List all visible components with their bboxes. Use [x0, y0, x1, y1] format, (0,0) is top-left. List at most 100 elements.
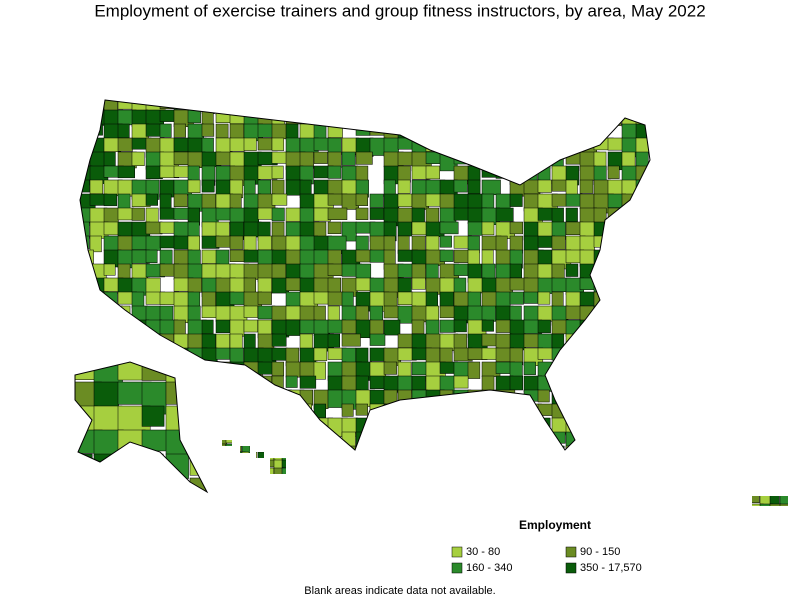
area: [282, 476, 289, 487]
area: [635, 179, 650, 192]
area: [225, 459, 234, 469]
area: [369, 193, 384, 208]
area: [355, 100, 371, 111]
area: [453, 207, 469, 221]
area: [551, 137, 567, 152]
area: [649, 403, 650, 422]
area: [411, 445, 429, 450]
area: [635, 277, 650, 298]
area: [752, 503, 764, 506]
area: [579, 100, 600, 114]
area: [341, 100, 360, 113]
area: [327, 333, 340, 348]
area: [234, 476, 245, 485]
area: [229, 403, 249, 419]
area: [341, 151, 356, 166]
area: [285, 361, 302, 378]
area: [117, 347, 131, 361]
area: [243, 431, 262, 445]
area: [299, 403, 312, 416]
area: [453, 151, 468, 165]
area: [495, 291, 511, 309]
area: [509, 100, 526, 108]
legend-label: 90 - 150: [580, 546, 620, 558]
area: [299, 445, 312, 450]
area: [481, 403, 500, 424]
area: [607, 347, 626, 361]
area: [495, 193, 511, 210]
area: [222, 440, 228, 445]
area: [327, 445, 341, 450]
area: [201, 100, 215, 114]
area: [467, 291, 482, 309]
area: [383, 235, 396, 252]
legend-label: 350 - 17,570: [580, 562, 642, 574]
area: [621, 417, 635, 432]
area: [89, 100, 103, 115]
area: [201, 431, 217, 447]
area: [425, 207, 440, 223]
area: [649, 179, 650, 194]
area: [369, 277, 386, 293]
area: [165, 381, 198, 405]
area: [607, 333, 622, 350]
area: [481, 151, 502, 172]
area: [201, 291, 216, 308]
area: [299, 319, 316, 334]
area: [411, 263, 426, 279]
area: [607, 431, 626, 450]
area: [327, 207, 348, 220]
area: [551, 319, 569, 335]
area: [481, 389, 497, 410]
area: [313, 347, 328, 361]
area: [635, 221, 648, 237]
area: [523, 123, 536, 142]
area: [80, 291, 93, 310]
area: [439, 109, 460, 127]
area: [565, 109, 578, 125]
map-regions: [75, 100, 788, 506]
area: [271, 207, 285, 222]
area: [523, 137, 541, 154]
area: [537, 151, 551, 169]
area: [551, 361, 571, 376]
area: [271, 375, 284, 395]
area: [117, 305, 131, 321]
area: [481, 305, 496, 322]
area: [621, 333, 640, 349]
area: [165, 429, 191, 455]
area: [621, 361, 639, 379]
area: [271, 417, 292, 430]
area: [537, 109, 554, 129]
area: [635, 109, 648, 126]
area: [509, 137, 523, 153]
area: [173, 137, 191, 152]
area: [635, 431, 650, 450]
area: [355, 417, 371, 435]
area: [425, 319, 440, 337]
area: [607, 109, 622, 126]
area: [243, 403, 263, 423]
area: [579, 221, 596, 238]
area: [285, 375, 298, 388]
area: [273, 459, 283, 470]
legend: 30 - 80 90 - 150 160 - 340 350 - 17,570: [451, 546, 642, 574]
area: [481, 221, 495, 236]
area: [481, 165, 498, 178]
area: [593, 235, 614, 248]
area: [579, 417, 599, 436]
area: [481, 109, 499, 127]
area: [551, 193, 567, 207]
area: [523, 151, 540, 166]
area: [453, 445, 468, 450]
area: [241, 467, 254, 474]
area: [621, 347, 640, 360]
area: [243, 319, 258, 333]
area: [249, 467, 258, 474]
area: [233, 440, 246, 444]
area: [621, 305, 642, 319]
area: [383, 361, 397, 375]
area: [649, 347, 650, 361]
area: [257, 451, 267, 463]
area: [226, 476, 236, 484]
